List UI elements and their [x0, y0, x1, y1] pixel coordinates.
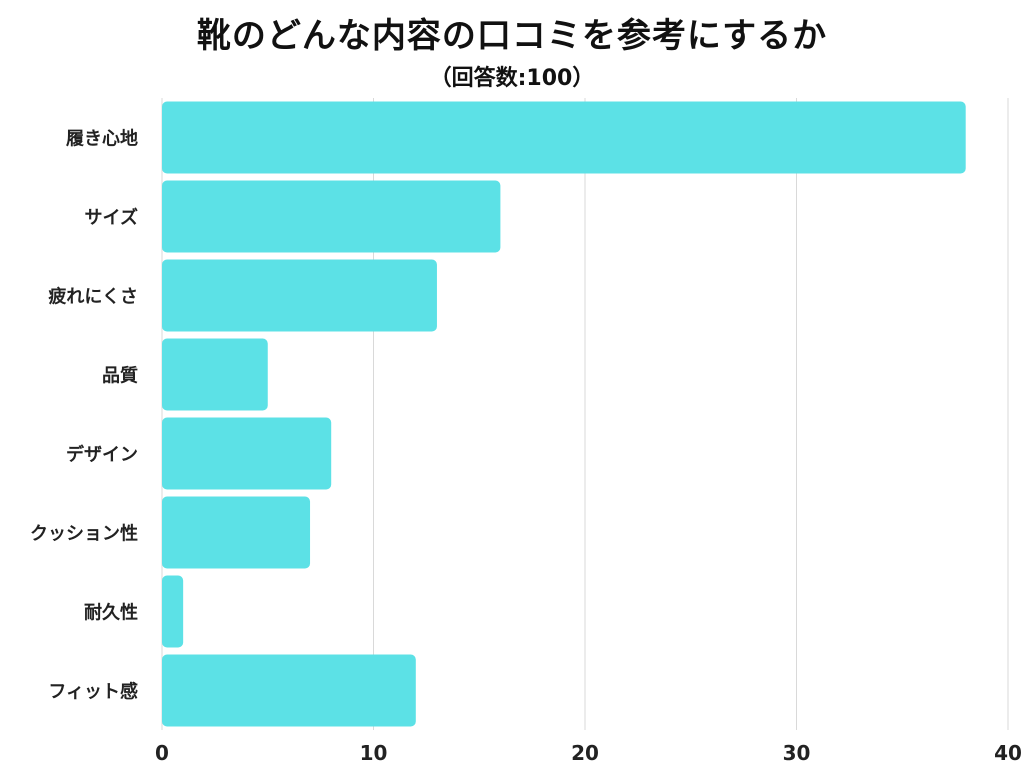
category-label: サイズ [85, 207, 138, 229]
category-label: 履き心地 [66, 128, 138, 150]
category-label: クッション性 [30, 523, 138, 545]
category-label: 品質 [102, 365, 138, 387]
chart-title: 靴のどんな内容の口コミを参考にするか [196, 16, 828, 56]
bar-5 [162, 496, 311, 569]
bars [162, 101, 966, 727]
x-tick-label: 0 [155, 741, 169, 765]
category-label: デザイン [66, 444, 138, 466]
bar-4 [162, 417, 332, 490]
x-tick-label: 10 [360, 741, 388, 765]
category-label: 疲れにくさ [48, 286, 138, 308]
x-tick-label: 20 [571, 741, 599, 765]
x-tick-labels: 0 10 20 30 40 [155, 741, 1022, 765]
bar-2 [162, 259, 437, 332]
category-label: フィット感 [48, 681, 138, 703]
bar-7 [162, 654, 416, 727]
bar-6 [162, 575, 184, 648]
bar-1 [162, 180, 501, 253]
chart-subtitle: （回答数:100） [429, 66, 595, 91]
x-tick-label: 40 [994, 741, 1022, 765]
bar-0 [162, 101, 966, 174]
x-tick-label: 30 [783, 741, 811, 765]
category-label: 耐久性 [84, 602, 138, 624]
bar-3 [162, 338, 268, 411]
